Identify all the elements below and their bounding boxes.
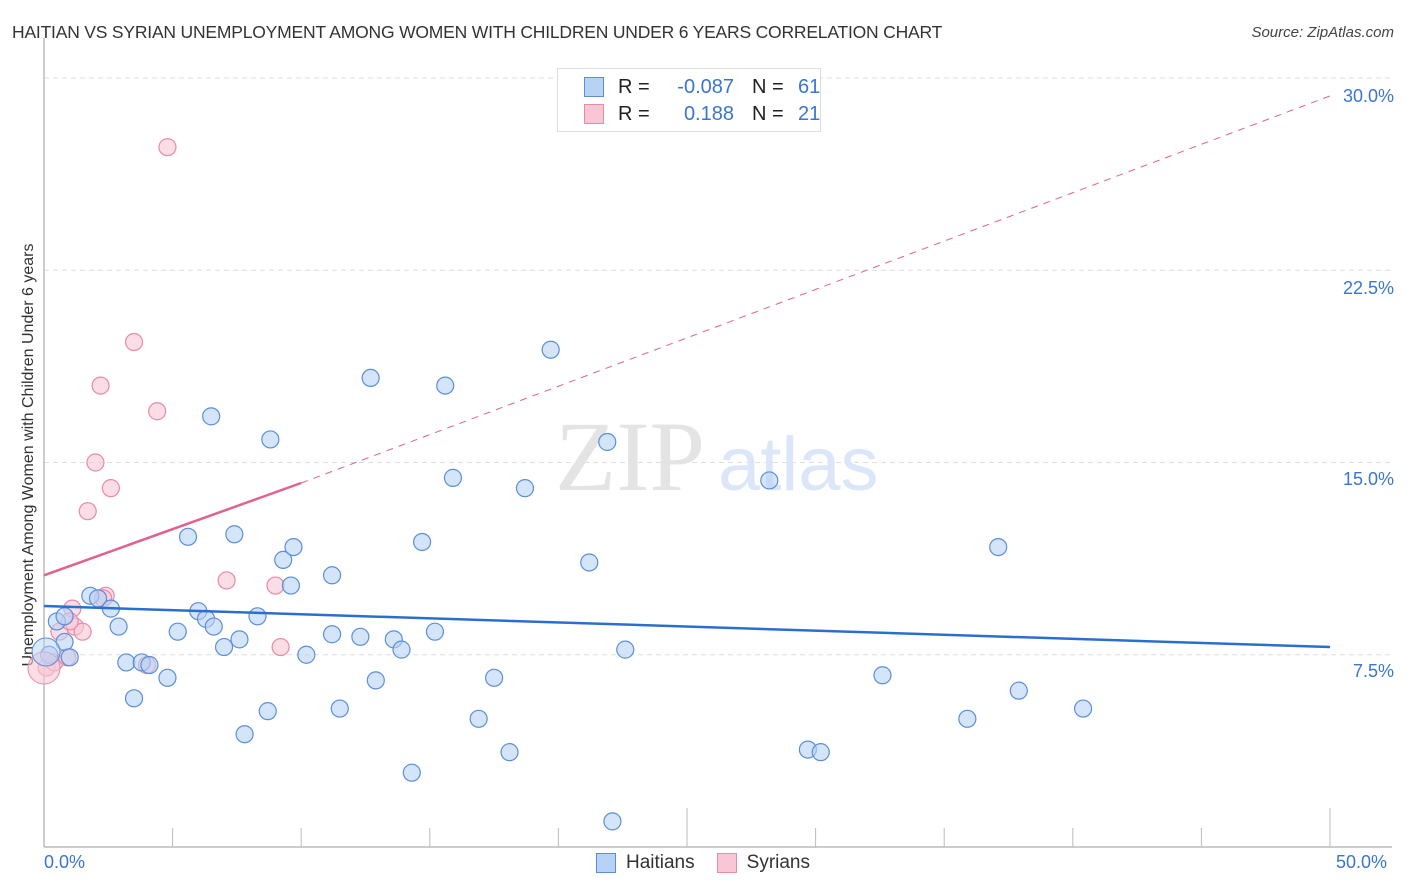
haitians-point bbox=[958, 709, 977, 728]
n-value: 21 bbox=[798, 102, 821, 125]
haitians-point bbox=[248, 607, 267, 626]
syrians-point bbox=[148, 402, 167, 421]
n-label: N = bbox=[752, 75, 784, 98]
y-tick-7-5: 7.5% bbox=[1352, 661, 1394, 681]
haitians-point bbox=[168, 622, 187, 641]
haitians-point bbox=[330, 699, 349, 718]
haitians-point bbox=[989, 537, 1008, 557]
haitians-point bbox=[392, 640, 411, 659]
watermark-atlas: atlas bbox=[718, 422, 879, 507]
y-tick-30: 30.0% bbox=[1342, 86, 1394, 106]
syrians-trend-extension bbox=[301, 95, 1331, 484]
syrians-point bbox=[91, 376, 110, 395]
n-label: N = bbox=[752, 102, 784, 125]
haitians-point bbox=[258, 702, 277, 721]
haitians-point bbox=[1009, 681, 1028, 700]
haitians-point bbox=[760, 471, 779, 490]
series-legend: Haitians Syrians bbox=[0, 852, 1406, 874]
haitians-point bbox=[297, 645, 316, 664]
haitians-point bbox=[281, 576, 301, 595]
syrians-point bbox=[73, 622, 92, 641]
haitians-point bbox=[60, 648, 79, 667]
syrians-point bbox=[266, 576, 285, 595]
n-value: 61 bbox=[798, 75, 821, 98]
haitians-swatch-icon bbox=[584, 77, 604, 97]
syrians-swatch-icon bbox=[584, 104, 604, 124]
haitians-point bbox=[158, 668, 177, 687]
r-label: R = bbox=[618, 75, 650, 98]
haitians-point bbox=[322, 566, 342, 585]
haitians-point bbox=[109, 617, 128, 636]
haitians-point bbox=[616, 640, 635, 659]
haitians-point bbox=[500, 743, 519, 762]
correlation-legend: R = -0.087 N = 61 R = 0.188 N = 21 bbox=[557, 68, 821, 132]
syrians-point bbox=[124, 332, 144, 352]
haitians-point bbox=[580, 553, 599, 572]
haitians-point bbox=[274, 550, 293, 570]
haitians-point bbox=[214, 637, 234, 657]
haitians-point bbox=[117, 653, 136, 672]
r-value: 0.188 bbox=[683, 102, 734, 125]
haitians-point bbox=[361, 368, 380, 388]
syrians-point bbox=[271, 637, 290, 657]
haitians-point bbox=[873, 666, 892, 685]
haitians-point bbox=[402, 763, 421, 782]
haitians-point bbox=[443, 468, 463, 487]
r-value: -0.087 bbox=[677, 75, 734, 98]
haitians-point bbox=[124, 689, 144, 708]
syrians-point bbox=[101, 479, 120, 498]
haitians-point bbox=[351, 627, 370, 646]
x-tick-max: 50.0% bbox=[1336, 852, 1388, 872]
haitians-point bbox=[515, 479, 535, 498]
haitians-trend-line bbox=[43, 604, 1331, 649]
haitians-point bbox=[603, 812, 622, 831]
haitians-point bbox=[225, 525, 244, 544]
chart-title: HAITIAN VS SYRIAN UNEMPLOYMENT AMONG WOM… bbox=[12, 22, 943, 42]
haitians-point bbox=[436, 376, 455, 395]
syrians-point bbox=[78, 502, 97, 521]
haitians-point bbox=[1073, 699, 1093, 718]
haitians-point bbox=[55, 607, 74, 626]
haitians-point bbox=[366, 671, 385, 690]
source-label: Source: ZipAtlas.com bbox=[1251, 24, 1394, 41]
haitians-point bbox=[425, 622, 445, 641]
haitians-point bbox=[284, 537, 303, 557]
syrians-trend-line bbox=[43, 481, 302, 577]
haitians-point bbox=[541, 340, 560, 359]
haitians-point bbox=[322, 625, 342, 644]
legend-item-syrians[interactable]: Syrians bbox=[716, 852, 810, 874]
haitians-point bbox=[261, 430, 280, 449]
haitians-point bbox=[485, 668, 504, 687]
haitians-point bbox=[140, 655, 159, 675]
haitians-point bbox=[469, 709, 488, 728]
haitians-point bbox=[230, 630, 249, 649]
legend-label: Syrians bbox=[746, 852, 810, 873]
haitians-point bbox=[235, 725, 254, 744]
legend-row-syrians: R = 0.188 N = 21 bbox=[584, 102, 820, 126]
syrians-point bbox=[86, 453, 105, 472]
haitians-point bbox=[204, 617, 223, 636]
r-label: R = bbox=[618, 102, 650, 125]
haitians-point bbox=[202, 407, 221, 426]
syrians-point bbox=[217, 571, 236, 590]
haitians-point bbox=[178, 527, 198, 546]
y-tick-15: 15.0% bbox=[1342, 469, 1394, 489]
haitians-point bbox=[412, 532, 432, 552]
legend-label: Haitians bbox=[625, 852, 695, 873]
haitians-swatch-icon bbox=[595, 853, 616, 873]
syrians-swatch-icon bbox=[716, 853, 737, 873]
legend-row-haitians: R = -0.087 N = 61 bbox=[584, 75, 820, 99]
haitians-point bbox=[598, 432, 617, 452]
syrians-point bbox=[158, 138, 177, 157]
haitians-point bbox=[811, 743, 830, 762]
y-tick-22-5: 22.5% bbox=[1342, 278, 1394, 298]
haitians-point-cluster bbox=[31, 637, 61, 667]
x-tick-min: 0.0% bbox=[44, 852, 86, 872]
legend-item-haitians[interactable]: Haitians bbox=[595, 852, 695, 874]
watermark-zip: ZIP bbox=[555, 401, 705, 512]
